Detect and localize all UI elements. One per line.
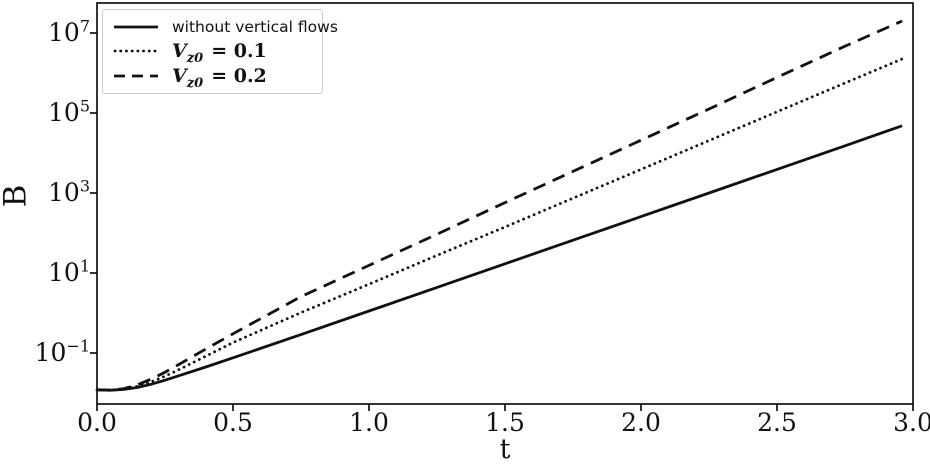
dotted-line-swatch (113, 50, 159, 53)
x-tick-label: 1.5 (485, 408, 525, 437)
x-tick-label: 2.0 (621, 408, 661, 437)
y-tick-label: 105 (48, 96, 90, 127)
y-tick-label: 107 (48, 16, 90, 47)
y-axis-label: B (0, 184, 34, 208)
y-tick-label: 101 (48, 256, 90, 287)
y-tick-label: 103 (48, 176, 90, 207)
legend-entry-vz0-0p2: Vz0 = 0.2 (113, 64, 312, 91)
x-axis-label: t (499, 434, 511, 464)
solid-line-swatch (114, 25, 158, 29)
x-tick-label: 2.5 (757, 408, 797, 437)
dashed-line-swatch (114, 74, 158, 78)
legend-entry-without-vertical-flows: without vertical flows (113, 15, 338, 39)
legend-label-vz0-0p1: Vz0 = 0.1 (172, 40, 267, 67)
legend-label-vz0-0p2: Vz0 = 0.2 (172, 64, 267, 91)
x-tick-label: 0.0 (77, 408, 117, 437)
series-line-dashed (96, 19, 903, 392)
series-line-solid (96, 124, 903, 392)
x-tick-label: 0.5 (213, 408, 253, 437)
x-tick-label: 3.0 (893, 408, 930, 437)
series-line-dotted (95, 57, 904, 392)
legend-entry-vz0-0p1: Vz0 = 0.1 (113, 39, 312, 67)
y-tick-label: 10−1 (34, 336, 90, 367)
legend-label-without-vertical-flows: without vertical flows (172, 18, 338, 37)
x-tick-label: 1.0 (349, 408, 389, 437)
legend: without vertical flows Vz0 = 0.1 Vz0 = 0.2 (102, 9, 338, 94)
